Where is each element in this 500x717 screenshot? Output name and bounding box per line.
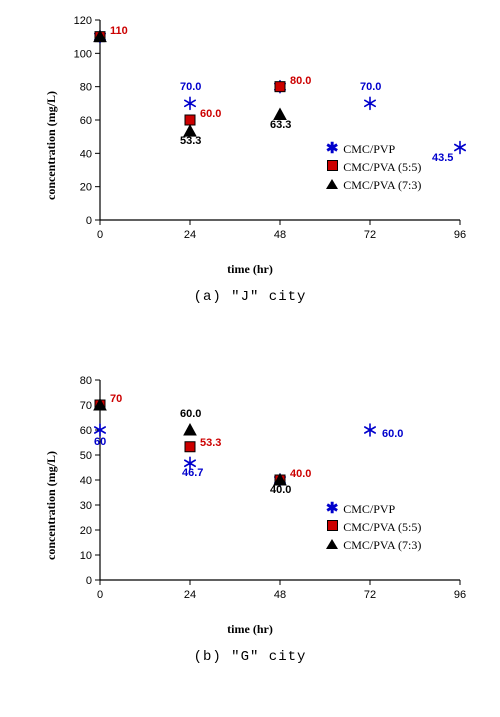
svg-text:96: 96	[454, 589, 466, 601]
legend-item: CMC/PVA (5:5)	[323, 518, 421, 536]
svg-text:24: 24	[184, 229, 196, 241]
data-point-label: 40.0	[290, 468, 311, 480]
chart-a-xlabel: time (hr)	[30, 262, 470, 277]
svg-text:0: 0	[97, 229, 103, 241]
chart-a-ylabel: concentration (mg/L)	[44, 91, 59, 200]
svg-text:0: 0	[86, 575, 92, 587]
chart-b-legend: ✱CMC/PVP CMC/PVA (5:5) CMC/PVA (7:3)	[323, 500, 421, 554]
svg-text:0: 0	[86, 215, 92, 227]
svg-text:72: 72	[364, 229, 376, 241]
data-point-label: 110	[110, 25, 128, 37]
data-point-label: 60.0	[180, 408, 201, 420]
svg-text:24: 24	[184, 589, 196, 601]
legend-glyph-icon: ✱	[323, 502, 341, 516]
svg-text:72: 72	[364, 589, 376, 601]
data-point-label: 53.3	[180, 135, 201, 147]
svg-text:96: 96	[454, 229, 466, 241]
legend-item: CMC/PVA (7:3)	[323, 176, 421, 194]
legend-glyph-icon: ✱	[323, 142, 341, 156]
svg-text:48: 48	[274, 589, 286, 601]
data-point-label: 63.3	[270, 119, 291, 131]
svg-text:48: 48	[274, 229, 286, 241]
chart-a-block: 0 24 48 72 96 0 20 40 60 80 100 120 concentration (…	[30, 10, 470, 305]
data-point-label: 70.0	[180, 81, 201, 93]
page: 024487296020406080100120 concentration (…	[0, 0, 500, 717]
legend-glyph-icon	[323, 538, 341, 552]
data-point-label: 43.5	[432, 152, 453, 164]
svg-text:40: 40	[80, 475, 92, 487]
data-point-label: 70	[110, 393, 122, 405]
chart-b-svg: 02448729601020304050607080	[30, 370, 470, 620]
legend-item: ✱CMC/PVP	[323, 500, 421, 518]
svg-text:20: 20	[80, 525, 92, 537]
data-point-label: 46.7	[182, 467, 203, 479]
svg-text:70: 70	[80, 400, 92, 412]
data-point-label: 80.0	[290, 75, 311, 87]
chart-a-caption: (a) "J" city	[30, 289, 470, 305]
chart-b-xlabel: time (hr)	[30, 622, 470, 637]
data-point-label: 60	[94, 436, 106, 448]
data-point-label: 40.0	[270, 484, 291, 496]
chart-b-ylabel: concentration (mg/L)	[44, 451, 59, 560]
svg-text:120: 120	[74, 15, 92, 27]
chart-a-container: 0 24 48 72 96 0 20 40 60 80 100 120 concentration (…	[30, 10, 470, 260]
legend-item: ✱CMC/PVP	[323, 140, 421, 158]
legend-label: CMC/PVP	[341, 142, 395, 157]
chart-b-block: 02448729601020304050607080 concentration…	[30, 370, 470, 665]
chart-a-svg: 0 24 48 72 96 0 20 40 60 80 100 120	[30, 10, 470, 260]
data-point-label: 70.0	[360, 81, 381, 93]
legend-label: CMC/PVA (7:3)	[341, 538, 421, 553]
svg-text:100: 100	[74, 48, 92, 60]
svg-text:60: 60	[80, 425, 92, 437]
data-point-label: 53.3	[200, 437, 221, 449]
svg-text:40: 40	[80, 148, 92, 160]
legend-glyph-icon	[323, 178, 341, 192]
data-point-label: 60.0	[200, 108, 221, 120]
legend-label: CMC/PVP	[341, 502, 395, 517]
svg-text:60: 60	[80, 115, 92, 127]
svg-text:50: 50	[80, 450, 92, 462]
chart-b-caption: (b) "G" city	[30, 649, 470, 665]
svg-text:80: 80	[80, 82, 92, 94]
legend-glyph-icon	[323, 520, 341, 534]
data-point-label: 60.0	[382, 428, 403, 440]
svg-text:80: 80	[80, 375, 92, 387]
svg-text:30: 30	[80, 500, 92, 512]
svg-text:20: 20	[80, 182, 92, 194]
chart-a-legend: ✱CMC/PVP CMC/PVA (5:5) CMC/PVA (7:3)	[323, 140, 421, 194]
svg-text:10: 10	[80, 550, 92, 562]
svg-text:0: 0	[97, 589, 103, 601]
legend-label: CMC/PVA (5:5)	[341, 160, 421, 175]
legend-item: CMC/PVA (5:5)	[323, 158, 421, 176]
legend-item: CMC/PVA (7:3)	[323, 536, 421, 554]
legend-label: CMC/PVA (7:3)	[341, 178, 421, 193]
legend-glyph-icon	[323, 160, 341, 174]
chart-b-container: 02448729601020304050607080 concentration…	[30, 370, 470, 620]
legend-label: CMC/PVA (5:5)	[341, 520, 421, 535]
